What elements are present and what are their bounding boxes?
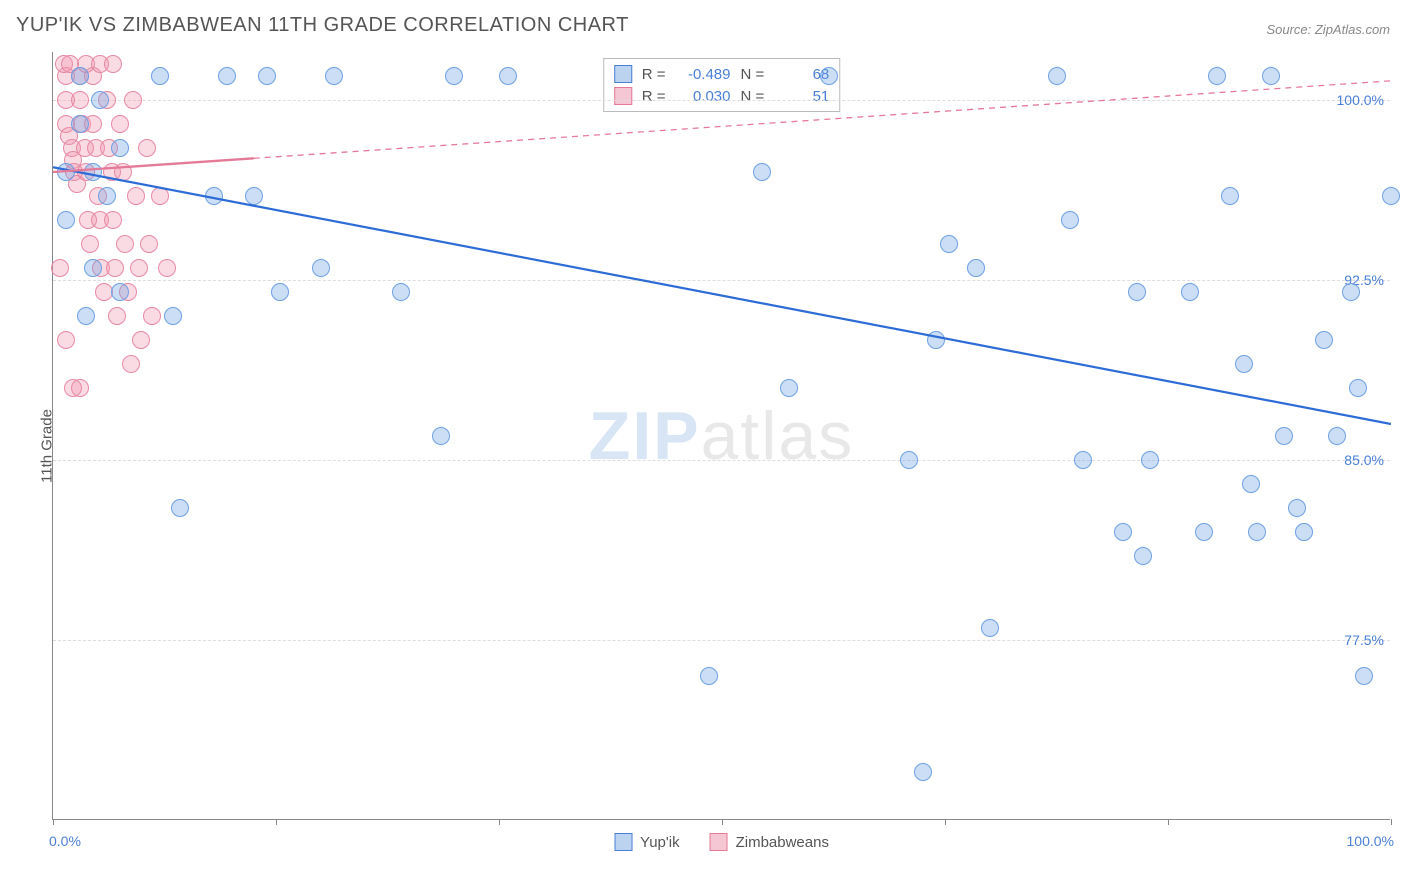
x-tick (1391, 819, 1392, 825)
legend-item-yupik: Yup'ik (614, 833, 680, 851)
x-axis-max-label: 100.0% (1347, 833, 1394, 849)
bottom-legend: Yup'ik Zimbabweans (614, 833, 829, 851)
legend-item-zimbabwean: Zimbabweans (710, 833, 829, 851)
trend-overlay (53, 52, 1391, 820)
x-axis-min-label: 0.0% (49, 833, 81, 849)
source-attribution: Source: ZipAtlas.com (1266, 22, 1390, 37)
legend-label-yupik: Yup'ik (640, 834, 680, 851)
legend-swatch-zimbabwean (710, 833, 728, 851)
legend-swatch-yupik (614, 833, 632, 851)
chart-title: YUP'IK VS ZIMBABWEAN 11TH GRADE CORRELAT… (16, 14, 629, 37)
legend-label-zimbabwean: Zimbabweans (736, 834, 829, 851)
plot-area: ZIPatlas R = -0.489 N = 68 R = 0.030 N =… (52, 52, 1390, 820)
chart-container: YUP'IK VS ZIMBABWEAN 11TH GRADE CORRELAT… (0, 0, 1406, 892)
